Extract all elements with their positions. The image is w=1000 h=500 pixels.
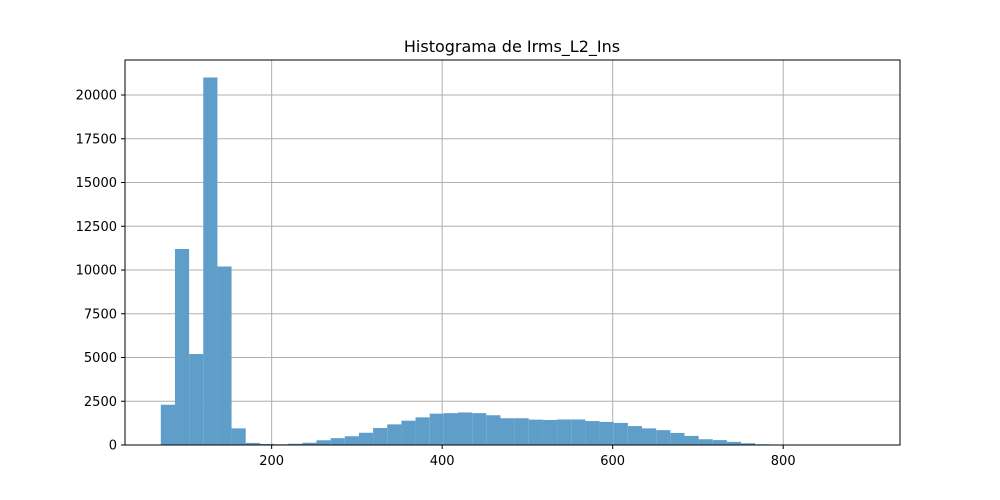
histogram-bar [288, 443, 303, 445]
x-tick-label: 800 [771, 454, 796, 469]
chart-title: Histograma de Irms_L2_Ins [404, 37, 620, 57]
histogram-bar [670, 432, 685, 445]
histogram-bar [302, 442, 317, 445]
y-tick-label: 2500 [84, 395, 117, 410]
x-tick-label: 200 [259, 454, 284, 469]
histogram-bar [174, 249, 190, 445]
histogram-bar [458, 412, 473, 445]
histogram-bar [656, 430, 671, 445]
plot-frame [124, 59, 901, 446]
histogram-bar [415, 417, 430, 445]
histogram-bar [627, 426, 643, 445]
histogram-bar [599, 421, 614, 445]
histogram-bar [160, 404, 175, 445]
histogram-bar [514, 418, 529, 445]
histogram-bar [571, 419, 586, 445]
histogram-bar [231, 428, 246, 445]
x-tick-label: 600 [600, 454, 625, 469]
histogram-bar [344, 436, 359, 445]
histogram-bar [613, 422, 628, 445]
histogram-bar [542, 419, 558, 445]
y-tick-label: 15000 [76, 176, 117, 191]
histogram-bar [245, 442, 260, 445]
histogram-bar [429, 413, 444, 445]
y-tick-label: 5000 [84, 351, 117, 366]
y-tick-label: 0 [109, 439, 117, 454]
histogram-bar [585, 421, 600, 445]
histogram-bar [443, 413, 459, 445]
histogram-bar [642, 428, 657, 445]
histogram-bar [259, 443, 275, 445]
histogram-bar [316, 440, 331, 445]
histogram-bar [330, 438, 345, 445]
grid-lines [125, 60, 900, 446]
y-tick-label: 10000 [76, 264, 117, 279]
y-tick-label: 20000 [76, 89, 117, 104]
histogram-bar [387, 424, 402, 445]
histogram-bar [401, 420, 416, 445]
y-tick-label: 7500 [84, 307, 117, 322]
histogram-bar [486, 415, 501, 445]
axes: 200 400 600 800 0 2500 5000 7500 10000 12500 15000… [76, 59, 901, 469]
y-tick-label: 17500 [76, 132, 117, 147]
histogram-bar [741, 443, 756, 445]
histogram-bars [160, 77, 869, 445]
histogram-bar [528, 419, 543, 445]
histogram-bar [217, 266, 232, 445]
histogram-bar [557, 419, 572, 445]
histogram-bar [358, 432, 374, 445]
histogram-bar [500, 418, 515, 445]
histogram-bar [472, 413, 487, 445]
histogram-bar [189, 354, 204, 445]
histogram-bar [684, 435, 699, 445]
histogram-bar [373, 428, 388, 445]
histogram-bar [712, 440, 727, 445]
x-tick-label: 400 [430, 454, 455, 469]
y-tick-label: 12500 [76, 220, 117, 235]
histogram-bar [203, 77, 218, 445]
histogram-bar [698, 439, 713, 445]
histogram-bar [726, 441, 742, 445]
